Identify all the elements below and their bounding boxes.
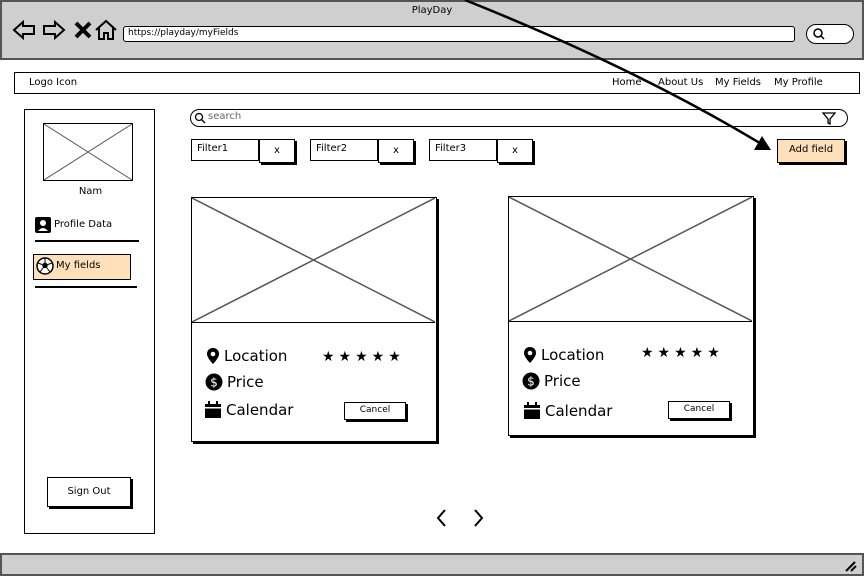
remove-filter-button[interactable]: x [259, 139, 295, 163]
location-row: Location [523, 346, 604, 364]
map-pin-icon [524, 347, 536, 363]
filter-chip: Filter1 x [191, 139, 297, 163]
close-icon[interactable] [71, 18, 95, 42]
remove-filter-button[interactable]: x [497, 139, 533, 163]
price-row: $ Price [205, 373, 264, 391]
location-row: Location [206, 347, 287, 365]
svg-text:$: $ [210, 376, 218, 390]
back-arrow-icon[interactable] [12, 18, 36, 42]
status-bar [0, 553, 864, 576]
sign-out-button[interactable]: Sign Out [47, 477, 131, 507]
location-label: Location [224, 347, 288, 365]
sidebar-item-profile-data[interactable]: Profile Data [35, 217, 139, 241]
divider [35, 240, 139, 242]
dollar-icon: $ [522, 372, 540, 390]
filter-label[interactable]: Filter3 [429, 139, 497, 161]
sidebar-item-label: Profile Data [54, 219, 113, 230]
price-label: Price [544, 372, 581, 390]
cancel-button[interactable]: Cancel [344, 402, 406, 420]
filter-label[interactable]: Filter1 [191, 139, 259, 161]
price-row: $ Price [522, 372, 581, 390]
filter-chip: Filter2 x [310, 139, 416, 163]
search-input[interactable]: search [208, 111, 242, 122]
divider [35, 286, 137, 288]
field-card[interactable]: Location ★★★★★ $ Price Calendar Cancel [191, 197, 437, 442]
field-card[interactable]: Location ★★★★★ $ Price Calendar Cancel [508, 196, 754, 436]
location-label: Location [541, 346, 605, 364]
calendar-label: Calendar [545, 402, 613, 420]
filter-chip: Filter3 x [429, 139, 535, 163]
add-field-button[interactable]: Add field [777, 139, 845, 163]
map-pin-icon [207, 348, 219, 364]
price-label: Price [227, 373, 264, 391]
svg-text:$: $ [527, 375, 535, 389]
url-text: https://playday/myFields [128, 28, 239, 38]
chevron-right-icon[interactable] [468, 506, 488, 530]
window-title: PlayDay [411, 5, 453, 16]
filter-icon[interactable] [822, 111, 836, 125]
search-icon [194, 112, 206, 124]
browser-search-button[interactable] [806, 24, 854, 44]
calendar-icon [524, 402, 540, 419]
avatar-image [43, 123, 133, 181]
nav-link-home[interactable]: Home [612, 77, 642, 88]
nav-link-about-us[interactable]: About Us [658, 77, 704, 88]
cancel-button[interactable]: Cancel [668, 401, 730, 419]
calendar-label: Calendar [226, 401, 294, 419]
sidebar-item-label: My fields [56, 260, 101, 271]
star-rating: ★★★★★ [641, 345, 724, 361]
sidebar-item-my-fields[interactable]: My fields [33, 254, 131, 280]
logo[interactable]: Logo Icon [29, 77, 78, 88]
calendar-row: Calendar [204, 401, 293, 419]
user-icon [35, 217, 51, 233]
nav-link-my-fields[interactable]: My Fields [715, 77, 762, 88]
star-rating: ★★★★★ [322, 349, 405, 365]
search-bar[interactable]: search [190, 109, 848, 127]
remove-filter-button[interactable]: x [378, 139, 414, 163]
sidebar: Nam Profile Data My fields Sign Out [24, 109, 155, 534]
field-image [509, 197, 752, 322]
user-name: Nam [78, 186, 103, 197]
resize-handle-icon[interactable] [842, 558, 858, 572]
url-bar[interactable]: https://playday/myFields [123, 26, 795, 42]
filter-label[interactable]: Filter2 [310, 139, 378, 161]
nav-link-my-profile[interactable]: My Profile [774, 77, 823, 88]
top-nav-bar: Logo Icon Home About Us My Fields My Pro… [14, 72, 860, 94]
search-icon [813, 28, 825, 40]
chevron-left-icon[interactable] [432, 506, 452, 530]
home-icon[interactable] [94, 18, 118, 42]
field-image [192, 198, 435, 323]
calendar-row: Calendar [523, 402, 612, 420]
dollar-icon: $ [205, 373, 223, 391]
calendar-icon [205, 401, 221, 418]
forward-arrow-icon[interactable] [42, 18, 66, 42]
soccer-ball-icon [36, 257, 54, 275]
